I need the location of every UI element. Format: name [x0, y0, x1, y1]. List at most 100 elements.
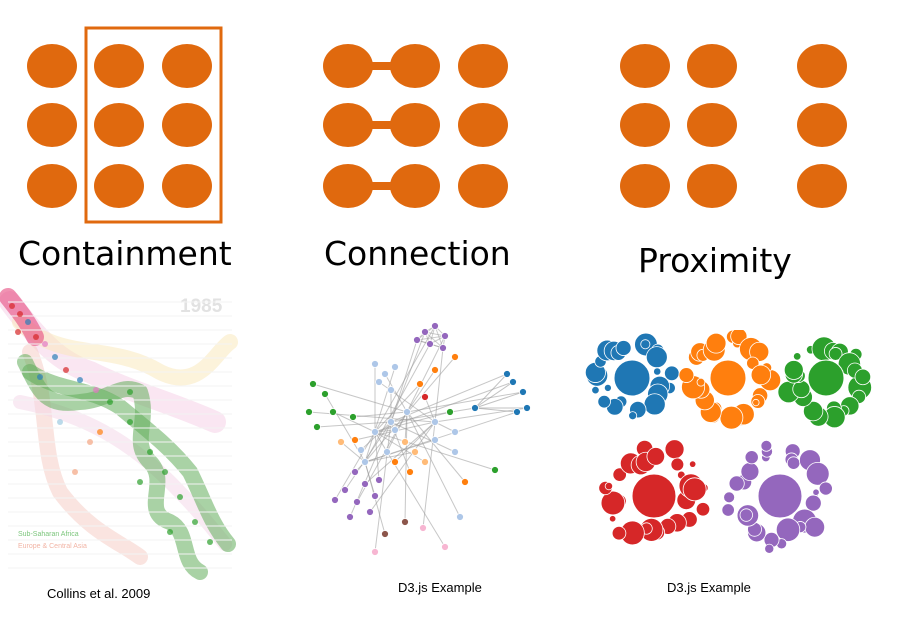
- data-point: [93, 387, 99, 393]
- data-point: [147, 449, 153, 455]
- graph-node: [353, 498, 361, 506]
- data-point: [52, 354, 58, 360]
- graph-node: [456, 513, 464, 521]
- cluster-node: [740, 462, 760, 481]
- cluster-node: [750, 364, 772, 386]
- force-graph-caption: D3.js Example: [398, 580, 482, 595]
- cluster-node: [597, 394, 611, 409]
- graph-node: [439, 344, 447, 352]
- cluster-node: [682, 477, 707, 502]
- graph-node: [305, 408, 313, 416]
- cluster-node: [696, 377, 706, 387]
- connection-dots: [323, 44, 508, 208]
- data-point: [37, 374, 43, 380]
- cluster-node: [604, 481, 614, 491]
- cluster-node: [600, 490, 626, 516]
- connector-line: [366, 62, 397, 70]
- graph-link: [394, 421, 436, 463]
- graph-link: [406, 335, 446, 413]
- dot: [797, 164, 847, 208]
- data-point: [9, 303, 15, 309]
- graph-link: [364, 421, 436, 485]
- cluster-node: [612, 467, 627, 482]
- cluster-node: [812, 488, 820, 496]
- graph-node: [403, 408, 411, 416]
- graph-node: [387, 386, 395, 394]
- dot: [458, 44, 508, 88]
- graph-link: [474, 407, 518, 413]
- bubble-set-region: [22, 364, 236, 552]
- graph-node: [371, 548, 379, 556]
- cluster-node: [640, 339, 651, 350]
- graph-link: [316, 421, 392, 428]
- cluster-node: [775, 517, 801, 542]
- cluster-node: [670, 457, 685, 472]
- graph-node: [357, 446, 365, 454]
- graph-node: [346, 513, 354, 521]
- cluster-node: [728, 475, 745, 492]
- dot: [390, 164, 440, 208]
- graph-link: [340, 441, 366, 463]
- graph-node: [431, 418, 439, 426]
- graph-node: [313, 423, 321, 431]
- collins-legend-item: Europe & Central Asia: [18, 543, 87, 550]
- graph-node: [421, 393, 429, 401]
- graph-node: [419, 524, 427, 532]
- cluster-node: [854, 368, 872, 386]
- cluster-node: [653, 367, 662, 376]
- cluster-node: [804, 494, 822, 512]
- graph-node: [406, 468, 414, 476]
- data-point: [162, 469, 168, 475]
- graph-node: [451, 428, 459, 436]
- graph-link: [374, 431, 380, 481]
- force-graph-example: [295, 312, 545, 562]
- graph-link: [390, 421, 456, 453]
- graph-link: [424, 396, 436, 423]
- graph-link: [474, 373, 508, 409]
- cluster-node: [645, 346, 668, 369]
- cluster-node: [664, 439, 685, 460]
- graph-node: [371, 428, 379, 436]
- data-point: [87, 439, 93, 445]
- dot: [797, 103, 847, 147]
- graph-node: [421, 328, 429, 336]
- graph-link: [406, 369, 436, 413]
- containment-dots: [27, 26, 223, 224]
- dot: [458, 164, 508, 208]
- graph-node: [321, 390, 329, 398]
- data-point: [107, 399, 113, 405]
- graph-node: [426, 340, 434, 348]
- graph-node: [341, 486, 349, 494]
- dot: [390, 103, 440, 147]
- graph-link: [374, 421, 392, 553]
- connector-line: [366, 182, 397, 190]
- cluster-center: [631, 473, 677, 519]
- graph-node: [431, 366, 439, 374]
- graph-node: [441, 543, 449, 551]
- graph-node: [519, 388, 527, 396]
- cluster-node: [646, 447, 666, 466]
- graph-link: [416, 335, 446, 341]
- cluster-node: [802, 401, 824, 422]
- dot: [323, 164, 373, 208]
- force-graph: [305, 322, 531, 556]
- graph-node: [309, 380, 317, 388]
- dot: [797, 44, 847, 88]
- graph-link: [474, 381, 514, 409]
- graph-link: [360, 421, 392, 451]
- graph-node: [383, 448, 391, 456]
- cluster-node: [688, 460, 697, 468]
- data-point: [137, 479, 143, 485]
- graph-link: [406, 411, 466, 483]
- data-point: [57, 419, 63, 425]
- data-point: [15, 329, 21, 335]
- graph-node: [331, 496, 339, 504]
- dot: [27, 103, 77, 147]
- dot: [323, 103, 373, 147]
- cluster-node: [744, 450, 759, 465]
- cluster-center: [709, 359, 747, 397]
- cluster-node: [719, 405, 744, 430]
- graph-link: [424, 331, 444, 349]
- graph-node: [375, 378, 383, 386]
- graph-link: [434, 407, 528, 423]
